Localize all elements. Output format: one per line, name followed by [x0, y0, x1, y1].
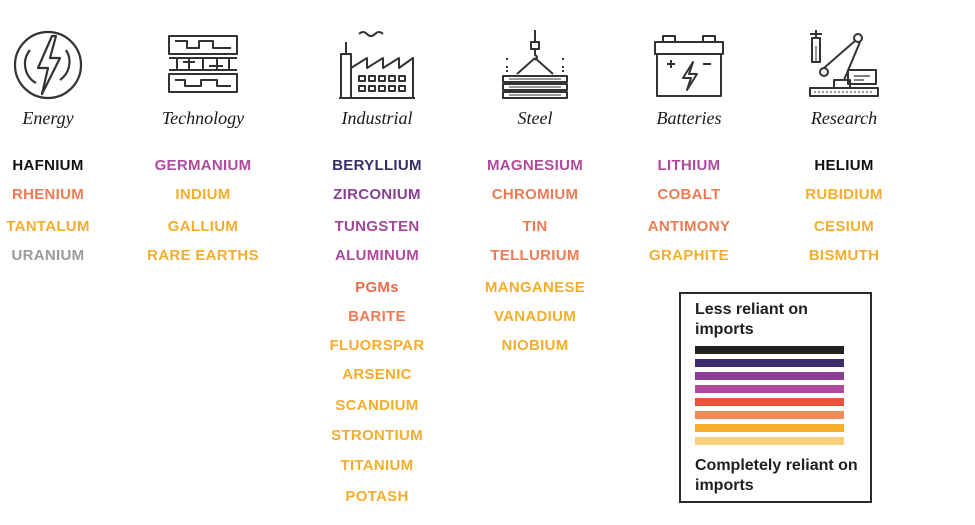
mineral-label: TITANIUM [340, 457, 414, 474]
legend-bar [695, 424, 844, 432]
mineral-label: CESIUM [813, 218, 875, 235]
mineral-label: ARSENIC [342, 366, 412, 383]
mineral-label: HELIUM [814, 157, 874, 174]
mineral-label: SCANDIUM [335, 397, 419, 414]
mineral-label: BISMUTH [808, 247, 880, 264]
mineral-label: VANADIUM [493, 308, 577, 325]
category-title: Technology [161, 108, 245, 128]
category-title: Industrial [341, 108, 413, 128]
mineral-label: RHENIUM [11, 186, 85, 203]
category-industrial: Industrial BERYLLIUM ZIRCONIUM TUNGSTEN … [302, 0, 452, 525]
mineral-label: MANGANESE [484, 279, 586, 296]
mineral-label: BARITE [348, 308, 406, 325]
mineral-label: TELLURIUM [490, 247, 580, 264]
mineral-label: BERYLLIUM [332, 157, 422, 174]
mineral-label: TIN [522, 218, 548, 235]
mineral-label: TANTALUM [6, 218, 90, 235]
mineral-label: GERMANIUM [154, 157, 252, 174]
category-title: Steel [517, 108, 553, 128]
legend-bottom-label: Completely reliant on imports [695, 457, 858, 494]
category-energy: Energy HAFNIUM RHENIUM TANTALUM URANIUM [0, 0, 123, 525]
factory-icon [337, 28, 417, 102]
legend-bar [695, 398, 844, 406]
mineral-label: GRAPHITE [649, 247, 729, 264]
category-title: Energy [22, 108, 74, 128]
lab-robot-arm-icon [804, 28, 884, 102]
mineral-label: STRONTIUM [331, 427, 423, 444]
legend-bar [695, 372, 844, 380]
legend-top-label: Less reliant on imports [695, 301, 808, 338]
category-title: Batteries [656, 108, 722, 128]
category-title: Research [810, 108, 878, 128]
category-research: Research HELIUM RUBIDIUM CESIUM BISMUTH [769, 0, 919, 525]
steel-beams-crane-icon [495, 28, 575, 102]
category-batteries: Batteries LITHIUM COBALT ANTIMONY GRAPHI… [614, 0, 764, 525]
mineral-label: INDIUM [175, 186, 231, 203]
legend-bar [695, 437, 844, 445]
legend-bar [695, 346, 844, 354]
import-reliance-legend: Less reliant on imports Completely relia… [679, 292, 872, 503]
mineral-label: GALLIUM [167, 218, 239, 235]
mineral-label: COBALT [657, 186, 721, 203]
mineral-label: RARE EARTHS [147, 247, 259, 264]
mineral-label: ANTIMONY [647, 218, 731, 235]
legend-bar [695, 385, 844, 393]
mineral-label: TUNGSTEN [334, 218, 420, 235]
mineral-label: NIOBIUM [501, 337, 569, 354]
circuit-board-icon [163, 28, 243, 102]
mineral-label: POTASH [345, 488, 409, 505]
mineral-label: HAFNIUM [12, 157, 84, 174]
category-technology: Technology GERMANIUM INDIUM GALLIUM RARE… [128, 0, 278, 525]
mineral-label: PGMs [355, 279, 399, 296]
mineral-label: MAGNESIUM [486, 157, 584, 174]
mineral-label: RUBIDIUM [805, 186, 883, 203]
mineral-label: FLUORSPAR [329, 337, 425, 354]
mineral-label: URANIUM [11, 247, 85, 264]
mineral-label: ALUMINUM [334, 247, 420, 264]
lightning-bolt-icon [8, 28, 88, 102]
mineral-label: LITHIUM [657, 157, 721, 174]
battery-icon [649, 28, 729, 102]
mineral-label: ZIRCONIUM [333, 186, 421, 203]
legend-bar [695, 359, 844, 367]
category-steel: Steel MAGNESIUM CHROMIUM TIN TELLURIUM M… [460, 0, 610, 525]
legend-bar [695, 411, 844, 419]
mineral-label: CHROMIUM [491, 186, 579, 203]
